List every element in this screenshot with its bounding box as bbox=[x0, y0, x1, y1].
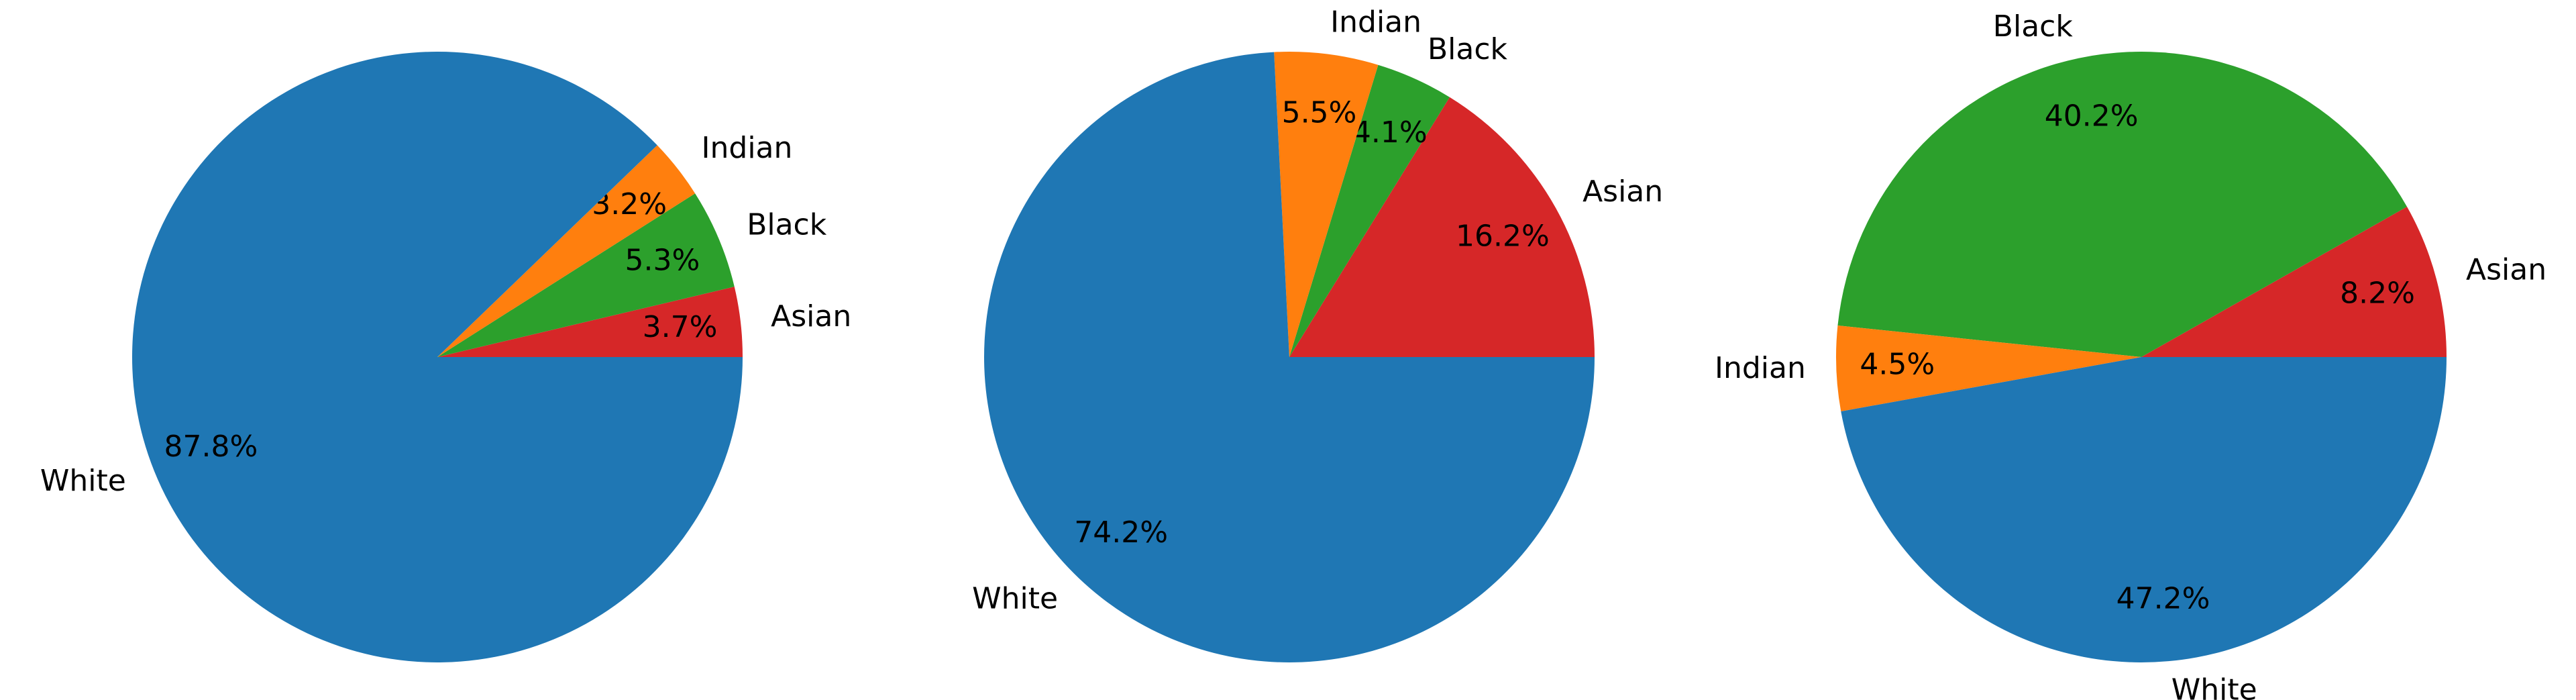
slice-asian bbox=[1289, 97, 1595, 357]
slice-indian bbox=[1274, 51, 1379, 357]
slice-asian bbox=[2141, 207, 2447, 357]
slice-label-indian: Indian bbox=[702, 131, 793, 165]
slice-asian bbox=[437, 287, 743, 357]
slice-label-asian: Asian bbox=[1582, 174, 1663, 209]
pie-chart-3: Asian 8.2% Black 40.2% Indian 4.5% White 47.2% bbox=[1715, 9, 2546, 700]
pct-label-indian: 4.5% bbox=[1860, 348, 1935, 382]
slice-black bbox=[1837, 51, 2408, 357]
pct-label-white: 87.8% bbox=[164, 430, 258, 464]
slice-white bbox=[1841, 357, 2447, 662]
slice-white bbox=[132, 52, 743, 663]
pct-label-black: 5.3% bbox=[625, 244, 700, 278]
pct-label-white: 47.2% bbox=[2116, 582, 2210, 616]
pct-label-asian: 16.2% bbox=[1456, 219, 1550, 254]
pct-label-black: 40.2% bbox=[2045, 99, 2139, 134]
pct-label-white: 74.2% bbox=[1074, 515, 1168, 550]
pie-chart-2: Asian 16.2% Black 4.1% Indian 5.5% White 74.2% bbox=[972, 5, 1663, 662]
slice-label-asian: Asian bbox=[2466, 253, 2546, 287]
slice-indian bbox=[1836, 325, 2141, 411]
pct-label-asian: 8.2% bbox=[2340, 276, 2415, 310]
slice-black bbox=[1289, 64, 1450, 357]
slice-indian bbox=[437, 145, 696, 357]
pct-label-indian: 5.5% bbox=[1282, 96, 1357, 130]
slice-label-black: Black bbox=[1993, 9, 2074, 44]
slice-label-asian: Asian bbox=[771, 299, 851, 334]
slice-black bbox=[437, 193, 735, 357]
slice-label-white: White bbox=[2171, 672, 2257, 700]
slice-label-indian: Indian bbox=[1715, 351, 1806, 385]
slice-label-white: White bbox=[40, 464, 126, 498]
slice-label-indian: Indian bbox=[1330, 5, 1421, 39]
slice-white bbox=[984, 52, 1595, 662]
pct-label-black: 4.1% bbox=[1352, 115, 1428, 150]
slice-label-white: White bbox=[972, 582, 1058, 616]
pct-label-asian: 3.7% bbox=[643, 310, 718, 344]
slice-label-black: Black bbox=[1428, 32, 1508, 66]
slice-label-black: Black bbox=[747, 208, 827, 242]
